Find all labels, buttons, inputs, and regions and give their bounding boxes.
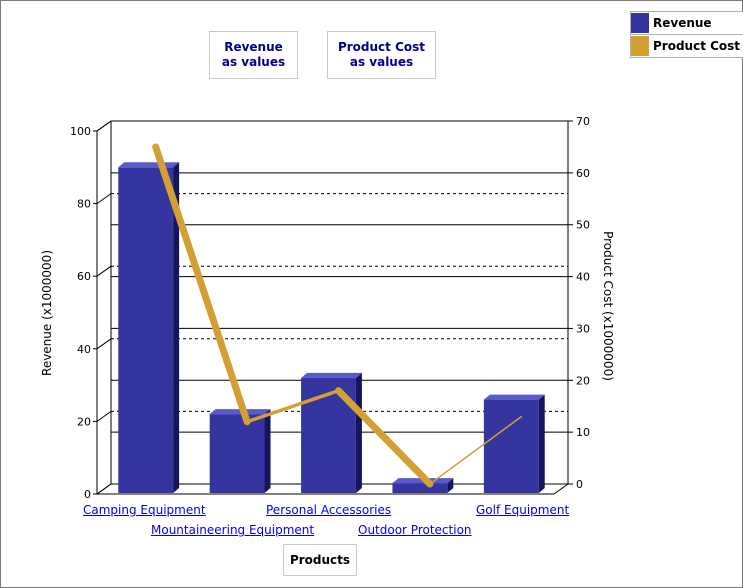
y-wall-tick (96, 265, 112, 277)
y2-tick-label: 70 (576, 115, 590, 128)
revenue-bar (118, 167, 174, 494)
product-cost-point (155, 146, 157, 148)
category-label-link[interactable]: Personal Accessories (266, 503, 392, 517)
y-tick-label: 100 (70, 125, 91, 138)
product-cost-point (520, 416, 522, 418)
revenue-bar-side (538, 394, 545, 493)
y-tick-label: 20 (77, 415, 91, 428)
y-tick-label: 40 (77, 343, 91, 356)
revenue-bar-side (355, 372, 362, 493)
legend-item-product-cost[interactable]: Product Cost (630, 34, 743, 58)
y2-tick-label: 40 (576, 271, 590, 284)
revenue-bar-top (483, 394, 545, 400)
product-cost-line-segment (429, 415, 523, 485)
cost-button-line1: Product Cost (337, 40, 426, 54)
y-wall-tick (96, 120, 112, 132)
revenue-as-values-button[interactable]: Revenue as values (209, 31, 298, 79)
legend-label-product-cost: Product Cost (653, 39, 741, 53)
legend: Revenue Product Cost (630, 11, 743, 58)
revenue-bar (483, 399, 539, 493)
y-tick-label: 0 (84, 488, 91, 501)
product-cost-line-segment (152, 143, 251, 426)
y2-tick-label: 50 (576, 219, 590, 232)
product-cost-point (429, 483, 431, 485)
y-wall-tick (96, 410, 112, 422)
x-axis-title: Products (283, 544, 357, 576)
y2-tick-label: 20 (576, 374, 590, 387)
legend-item-revenue[interactable]: Revenue (630, 11, 743, 35)
y2-tick-label: 60 (576, 167, 590, 180)
category-label-link[interactable]: Golf Equipment (476, 503, 570, 517)
y-wall-tick (96, 338, 112, 350)
y2-tick-label: 30 (576, 322, 590, 335)
revenue-bar-top (301, 372, 362, 378)
revenue-button-line1: Revenue (224, 40, 283, 54)
product-cost-line-segment (335, 387, 434, 488)
revenue-bar-side (173, 162, 180, 494)
product-cost-as-values-button[interactable]: Product Cost as values (327, 31, 436, 79)
revenue-bar (392, 483, 448, 493)
y2-tick-label: 0 (576, 478, 583, 491)
legend-swatch-product-cost (631, 36, 649, 56)
product-cost-point (246, 421, 248, 423)
product-cost-point (338, 390, 339, 392)
revenue-bar-side (264, 409, 271, 493)
category-label-link[interactable]: Outdoor Protection (358, 523, 472, 537)
y-tick-label: 80 (77, 198, 91, 211)
y2-axis-title: Product Cost (x1000000) (601, 231, 615, 381)
legend-swatch-revenue (631, 13, 649, 33)
y2-tick-label: 10 (576, 426, 590, 439)
legend-label-revenue: Revenue (653, 16, 712, 30)
y-wall-tick (96, 483, 112, 495)
revenue-bar-side (447, 478, 454, 493)
y-wall-tick (96, 193, 112, 205)
category-label-link[interactable]: Mountaineering Equipment (151, 523, 315, 537)
category-label-link[interactable]: Camping Equipment (83, 503, 206, 517)
y-axis-title: Revenue (x1000000) (40, 250, 54, 376)
revenue-bar (209, 414, 265, 493)
revenue-bar-top (118, 162, 180, 168)
cost-button-line2: as values (349, 55, 414, 69)
revenue-button-line2: as values (221, 55, 286, 69)
product-cost-line-segment (245, 388, 341, 424)
y-tick-label: 60 (77, 270, 91, 283)
